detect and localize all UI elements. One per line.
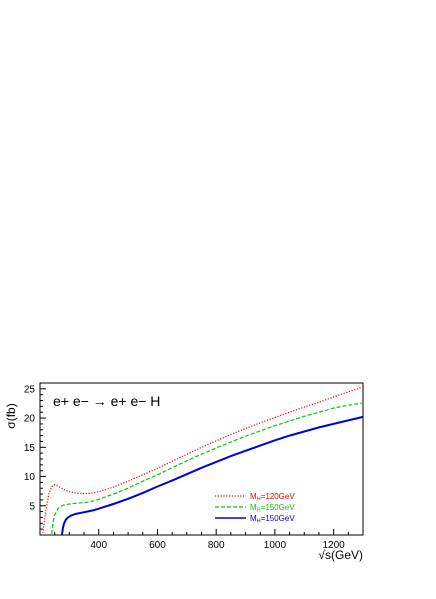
x-axis-label: √s(GeV) <box>318 548 363 562</box>
y-tick-label: 15 <box>24 443 36 454</box>
series-group <box>42 386 364 535</box>
x-tick-label: 400 <box>90 540 107 551</box>
y-tick-label: 25 <box>24 384 36 395</box>
y-tick-label: 10 <box>24 472 36 483</box>
x-tick-label: 800 <box>208 540 225 551</box>
x-axis-ticks: 400 600 800 1000 1200 <box>39 529 364 551</box>
y-axis-label: σ(fb) <box>4 403 18 428</box>
series-line-3 <box>61 415 364 535</box>
legend-label-2: MH=150GeV <box>250 503 295 514</box>
x-tick-label: 600 <box>149 540 166 551</box>
series-line-2 <box>51 402 364 534</box>
y-tick-label: 5 <box>29 501 35 512</box>
legend-label-1: MH=120GeV <box>250 492 295 503</box>
process-annotation: e+ e− → e+ e− H <box>53 393 160 409</box>
y-tick-label: 20 <box>24 414 36 425</box>
y-axis-ticks: 5 10 15 20 25 <box>24 382 46 530</box>
x-tick-label: 1200 <box>323 540 346 551</box>
x-tick-label: 1000 <box>264 540 287 551</box>
legend-label-3: MH=150GeV <box>250 514 295 525</box>
